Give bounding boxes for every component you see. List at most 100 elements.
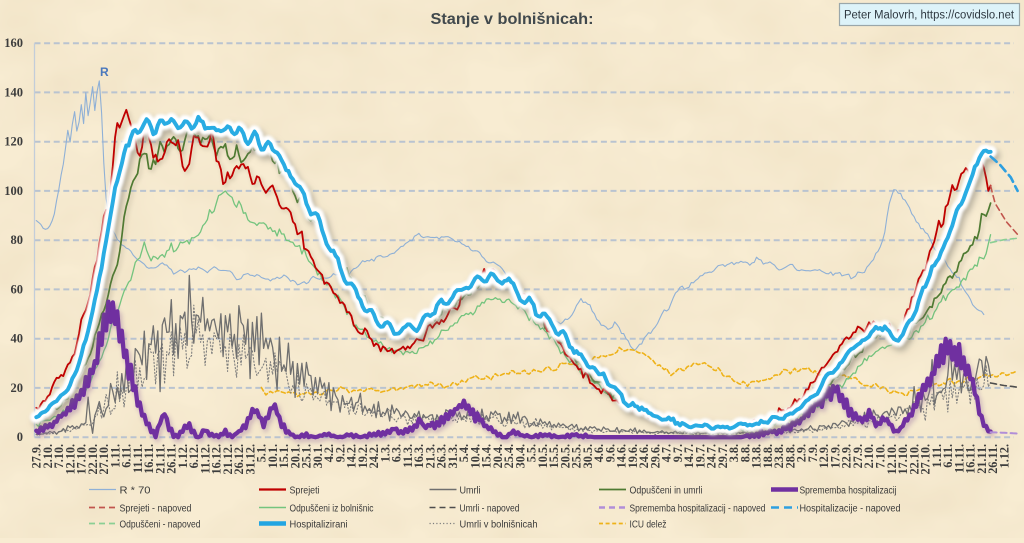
svg-text:15.1.: 15.1. bbox=[277, 444, 291, 468]
svg-text:Sprejeti: Sprejeti bbox=[290, 485, 320, 496]
svg-text:1.3.: 1.3. bbox=[378, 444, 392, 462]
svg-text:16.11.: 16.11. bbox=[142, 444, 156, 474]
svg-text:1.12.: 1.12. bbox=[997, 444, 1011, 468]
svg-text:5.1.: 5.1. bbox=[255, 444, 269, 462]
svg-text:17.10.: 17.10. bbox=[896, 444, 910, 474]
svg-text:Sprejeti - napoved: Sprejeti - napoved bbox=[120, 503, 192, 514]
svg-text:27.10.: 27.10. bbox=[919, 444, 933, 474]
svg-text:100: 100 bbox=[4, 184, 23, 198]
svg-text:Peter Malovrh, https://covidsl: Peter Malovrh, https://covidslo.net bbox=[844, 10, 1015, 22]
svg-text:160: 160 bbox=[4, 36, 23, 50]
svg-text:Sprememba hospitalizacij - nap: Sprememba hospitalizacij - napoved bbox=[630, 503, 766, 514]
svg-text:14.7.: 14.7. bbox=[682, 444, 696, 468]
svg-text:11.11.: 11.11. bbox=[131, 444, 145, 473]
svg-text:R: R bbox=[100, 65, 109, 79]
svg-text:10.4.: 10.4. bbox=[468, 444, 482, 468]
svg-text:9.2.: 9.2. bbox=[333, 444, 347, 462]
svg-text:Umrli v bolnišnicah: Umrli v bolnišnicah bbox=[460, 519, 538, 530]
svg-text:7.10.: 7.10. bbox=[52, 444, 66, 468]
svg-text:22.10.: 22.10. bbox=[907, 444, 921, 474]
svg-text:4.7.: 4.7. bbox=[660, 444, 674, 462]
svg-text:7.10.: 7.10. bbox=[874, 444, 888, 468]
svg-text:20.1.: 20.1. bbox=[288, 444, 302, 468]
svg-text:ICU delež: ICU delež bbox=[630, 519, 667, 530]
svg-text:26.3.: 26.3. bbox=[435, 444, 449, 468]
svg-text:31.3.: 31.3. bbox=[446, 444, 460, 468]
svg-text:5.5.: 5.5. bbox=[525, 444, 539, 462]
svg-text:1.11.: 1.11. bbox=[108, 444, 122, 468]
svg-text:80: 80 bbox=[11, 233, 24, 247]
svg-text:15.5.: 15.5. bbox=[547, 444, 561, 468]
svg-text:5.4.: 5.4. bbox=[457, 444, 471, 462]
svg-text:21.11.: 21.11. bbox=[975, 444, 989, 474]
svg-text:8.8.: 8.8. bbox=[739, 444, 753, 462]
svg-text:6.3.: 6.3. bbox=[390, 444, 404, 462]
svg-text:22.9.: 22.9. bbox=[840, 444, 854, 468]
svg-text:21.12.: 21.12. bbox=[221, 444, 235, 474]
svg-text:18.8.: 18.8. bbox=[761, 444, 775, 468]
svg-text:23.8.: 23.8. bbox=[772, 444, 786, 468]
svg-text:Odpuščeni in umrli: Odpuščeni in umrli bbox=[630, 485, 703, 496]
svg-text:2.10.: 2.10. bbox=[862, 444, 876, 468]
svg-text:R * 70: R * 70 bbox=[120, 485, 151, 496]
svg-text:Umrli - napoved: Umrli - napoved bbox=[460, 503, 520, 514]
svg-text:25.5.: 25.5. bbox=[570, 444, 584, 468]
svg-text:12.10.: 12.10. bbox=[63, 444, 77, 474]
svg-text:9.7.: 9.7. bbox=[671, 444, 685, 462]
svg-text:Odpuščeni - napoved: Odpuščeni - napoved bbox=[120, 519, 201, 530]
svg-text:4.2.: 4.2. bbox=[322, 444, 336, 462]
svg-text:6.11.: 6.11. bbox=[120, 444, 134, 468]
svg-text:140: 140 bbox=[4, 85, 23, 99]
svg-text:2.9.: 2.9. bbox=[795, 444, 809, 462]
svg-text:14.2.: 14.2. bbox=[345, 444, 359, 468]
svg-text:30.5.: 30.5. bbox=[581, 444, 595, 468]
svg-text:10.5.: 10.5. bbox=[536, 444, 550, 468]
svg-text:Hospitalizirani: Hospitalizirani bbox=[290, 519, 348, 530]
svg-text:0: 0 bbox=[17, 430, 23, 444]
svg-text:19.6.: 19.6. bbox=[626, 444, 640, 468]
svg-text:26.11.: 26.11. bbox=[986, 444, 1000, 474]
svg-text:6.12.: 6.12. bbox=[187, 444, 201, 468]
svg-text:29.7.: 29.7. bbox=[716, 444, 730, 468]
svg-text:16.3.: 16.3. bbox=[412, 444, 426, 468]
svg-text:Stanje v bolnišnicah:: Stanje v bolnišnicah: bbox=[431, 11, 594, 28]
svg-text:20.5.: 20.5. bbox=[558, 444, 572, 468]
svg-text:Odpuščeni iz bolnišnic: Odpuščeni iz bolnišnic bbox=[290, 503, 374, 514]
svg-text:2.10.: 2.10. bbox=[41, 444, 55, 468]
svg-text:26.12.: 26.12. bbox=[232, 444, 246, 474]
svg-text:22.10.: 22.10. bbox=[86, 444, 100, 474]
svg-text:27.9.: 27.9. bbox=[30, 444, 44, 468]
svg-text:19.2.: 19.2. bbox=[356, 444, 370, 468]
svg-text:9.6.: 9.6. bbox=[603, 444, 617, 462]
svg-text:1.12.: 1.12. bbox=[176, 444, 190, 468]
svg-text:25.1.: 25.1. bbox=[300, 444, 314, 468]
svg-text:7.9.: 7.9. bbox=[806, 444, 820, 462]
svg-text:30.4.: 30.4. bbox=[513, 444, 527, 468]
svg-text:Sprememba hospitalizacij: Sprememba hospitalizacij bbox=[800, 485, 897, 496]
svg-text:10.1.: 10.1. bbox=[266, 444, 280, 468]
svg-text:15.4.: 15.4. bbox=[480, 444, 494, 468]
svg-text:12.9.: 12.9. bbox=[817, 444, 831, 468]
svg-text:30.1.: 30.1. bbox=[311, 444, 325, 468]
svg-text:11.11.: 11.11. bbox=[952, 444, 966, 473]
svg-text:27.9.: 27.9. bbox=[851, 444, 865, 468]
svg-text:20.4.: 20.4. bbox=[491, 444, 505, 468]
svg-text:4.6.: 4.6. bbox=[592, 444, 606, 462]
svg-text:20: 20 bbox=[11, 381, 24, 395]
svg-text:60: 60 bbox=[11, 282, 24, 296]
svg-text:6.11.: 6.11. bbox=[941, 444, 955, 468]
svg-text:24.7.: 24.7. bbox=[705, 444, 719, 468]
svg-text:27.10.: 27.10. bbox=[97, 444, 111, 474]
svg-text:40: 40 bbox=[11, 332, 24, 346]
svg-text:21.11.: 21.11. bbox=[153, 444, 167, 474]
svg-text:120: 120 bbox=[4, 135, 23, 149]
svg-text:29.6.: 29.6. bbox=[648, 444, 662, 468]
svg-text:16.12.: 16.12. bbox=[210, 444, 224, 474]
svg-text:12.10.: 12.10. bbox=[885, 444, 899, 474]
svg-text:21.3.: 21.3. bbox=[423, 444, 437, 468]
svg-text:24.6.: 24.6. bbox=[637, 444, 651, 468]
svg-text:16.11.: 16.11. bbox=[964, 444, 978, 474]
svg-text:11.12.: 11.12. bbox=[198, 444, 212, 474]
svg-text:Hospitalizacije - napoved: Hospitalizacije - napoved bbox=[800, 503, 901, 514]
svg-text:25.4.: 25.4. bbox=[502, 444, 516, 468]
